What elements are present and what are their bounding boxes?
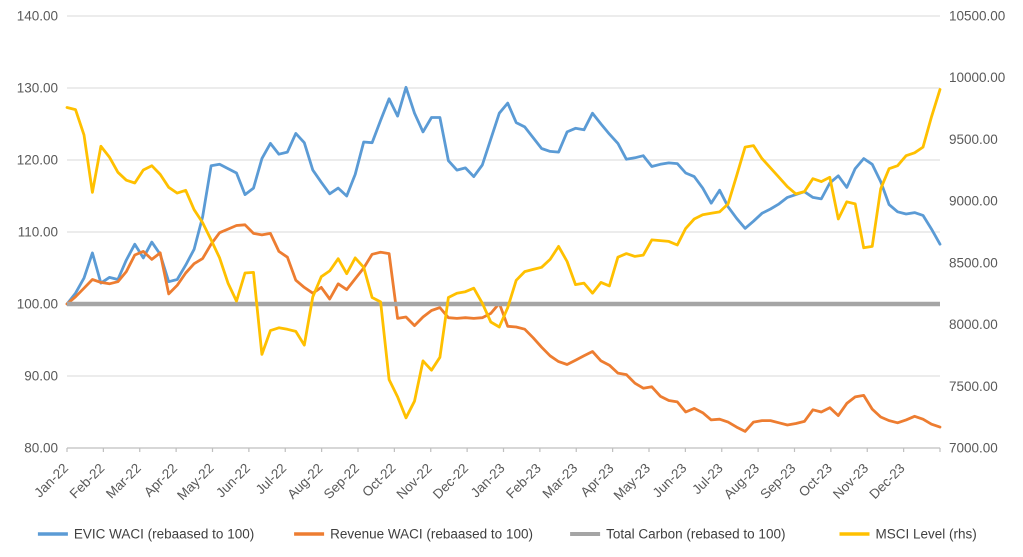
x-axis-label-nov-23: Nov-23	[830, 461, 871, 502]
x-axis-label-mar-23: Mar-23	[540, 461, 581, 502]
series-line-revenue-waci	[65, 223, 942, 433]
right-axis-label: 7500.00	[949, 379, 998, 394]
legend-label: Total Carbon (rebased to 100)	[606, 527, 785, 542]
x-axis-label-jun-23: Jun-23	[650, 461, 690, 501]
legend-label: Revenue WACI (rebaased to 100)	[330, 527, 533, 542]
x-axis-label-feb-22: Feb-22	[67, 461, 108, 502]
left-axis-label: 80.00	[24, 441, 58, 456]
x-axis-label-jan-23: Jan-23	[468, 461, 508, 501]
x-axis-label-dec-23: Dec-23	[866, 461, 907, 502]
left-axis-label: 110.00	[18, 225, 58, 240]
left-axis-label: 100.00	[17, 297, 58, 312]
x-axis-label-feb-23: Feb-23	[503, 461, 544, 502]
x-axis-label-aug-23: Aug-23	[721, 461, 762, 502]
x-axis-label-jan-22: Jan-22	[31, 461, 71, 501]
legend-item-revenue-waci: Revenue WACI (rebaased to 100)	[294, 527, 533, 542]
left-axis-label: 90.00	[24, 369, 58, 384]
x-axis-label-may-22: May-22	[174, 461, 216, 503]
legend-item-total-carbon: Total Carbon (rebased to 100)	[570, 527, 785, 542]
x-axis-label-may-23: May-23	[611, 461, 653, 503]
x-axis-label-sep-22: Sep-22	[321, 461, 362, 502]
legend-label: MSCI Level (rhs)	[876, 527, 977, 542]
x-axis-label-sep-23: Sep-23	[757, 461, 798, 502]
right-axis-label: 10000.00	[949, 70, 1005, 85]
x-axis-label-oct-23: Oct-23	[796, 461, 835, 500]
x-axis-label-jun-22: Jun-22	[213, 461, 253, 501]
left-axis-label: 140.00	[17, 9, 58, 24]
left-axis-label: 120.00	[17, 153, 58, 168]
x-axis-label-oct-22: Oct-22	[359, 461, 398, 500]
series-line-msci-level	[65, 88, 942, 420]
legend-item-evic-waci: EVIC WACI (rebaased to 100)	[37, 527, 254, 542]
right-axis-label: 8500.00	[949, 255, 998, 270]
right-axis-label: 10500.00	[949, 9, 1005, 24]
legend-label: EVIC WACI (rebaased to 100)	[74, 527, 254, 542]
x-axis-label-dec-22: Dec-22	[430, 461, 471, 502]
legend-item-msci-level: MSCI Level (rhs)	[839, 527, 977, 542]
right-axis-label: 9000.00	[949, 194, 998, 209]
x-axis-label-mar-22: Mar-22	[103, 461, 144, 502]
x-axis-label-nov-22: Nov-22	[393, 461, 434, 502]
right-axis-label: 8000.00	[949, 317, 998, 332]
right-axis-label: 7000.00	[949, 441, 998, 456]
series-line-evic-waci	[65, 85, 942, 306]
left-axis-label: 130.00	[17, 81, 58, 96]
right-axis-label: 9500.00	[949, 132, 998, 147]
x-axis-label-aug-22: Aug-22	[284, 461, 325, 502]
